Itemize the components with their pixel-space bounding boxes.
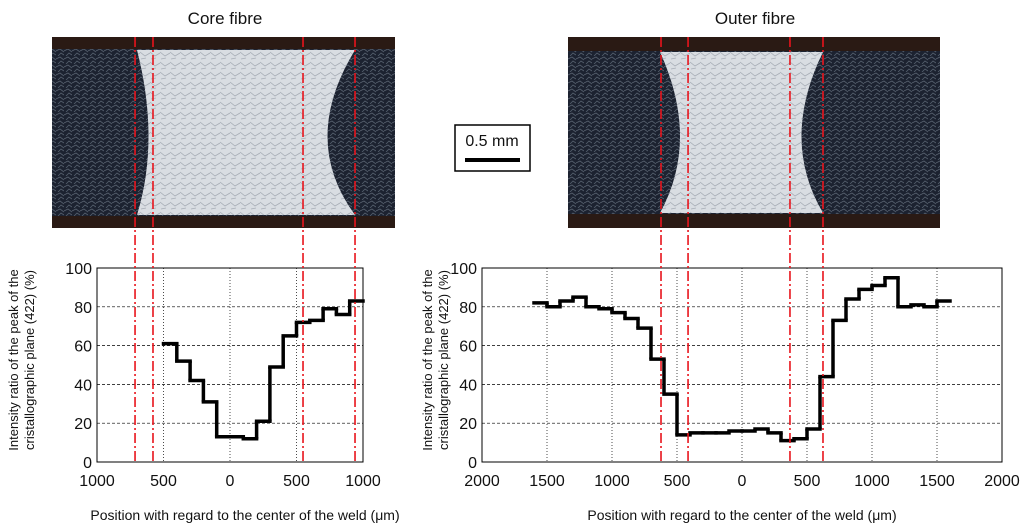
y-tick-label: 20 bbox=[459, 416, 477, 433]
y-axis-label: Intensity ratio of the peak of the bbox=[6, 269, 21, 450]
x-axis-label: Position with regard to the center of th… bbox=[90, 507, 399, 523]
micrograph-outer bbox=[568, 37, 940, 228]
y-axis-label: cristallographic plane (422) (%) bbox=[22, 270, 37, 450]
y-tick-label: 80 bbox=[74, 300, 92, 317]
micrograph-core bbox=[52, 37, 395, 228]
x-tick-label: 1000 bbox=[345, 473, 381, 490]
x-axis-label: Position with regard to the center of th… bbox=[587, 507, 896, 523]
y-tick-label: 60 bbox=[459, 339, 477, 356]
x-tick-label: 500 bbox=[664, 473, 691, 490]
scale-bar-label: 0.5 mm bbox=[465, 133, 518, 150]
chart-title: Core fibre bbox=[188, 9, 263, 28]
y-tick-label: 40 bbox=[459, 377, 477, 394]
y-tick-label: 0 bbox=[468, 455, 477, 472]
y-tick-label: 0 bbox=[83, 455, 92, 472]
x-tick-label: 1500 bbox=[919, 473, 955, 490]
x-tick-label: 500 bbox=[283, 473, 310, 490]
x-tick-label: 2000 bbox=[464, 473, 500, 490]
y-axis-label: Intensity ratio of the peak of the bbox=[420, 269, 435, 450]
x-tick-label: 1500 bbox=[529, 473, 565, 490]
chart-title: Outer fibre bbox=[715, 9, 795, 28]
y-tick-label: 100 bbox=[450, 261, 477, 278]
x-tick-label: 2000 bbox=[984, 473, 1020, 490]
x-tick-label: 0 bbox=[226, 473, 235, 490]
x-tick-label: 1000 bbox=[854, 473, 890, 490]
y-tick-label: 80 bbox=[459, 300, 477, 317]
y-tick-label: 100 bbox=[65, 261, 92, 278]
y-tick-label: 20 bbox=[74, 416, 92, 433]
y-tick-label: 40 bbox=[74, 377, 92, 394]
x-tick-label: 500 bbox=[794, 473, 821, 490]
x-tick-label: 1000 bbox=[79, 473, 115, 490]
scale-bar: 0.5 mm bbox=[454, 124, 531, 172]
x-tick-label: 1000 bbox=[594, 473, 630, 490]
x-tick-label: 0 bbox=[738, 473, 747, 490]
y-axis-label: cristallographic plane (422) (%) bbox=[436, 270, 451, 450]
y-tick-label: 60 bbox=[74, 339, 92, 356]
x-tick-label: 500 bbox=[150, 473, 177, 490]
